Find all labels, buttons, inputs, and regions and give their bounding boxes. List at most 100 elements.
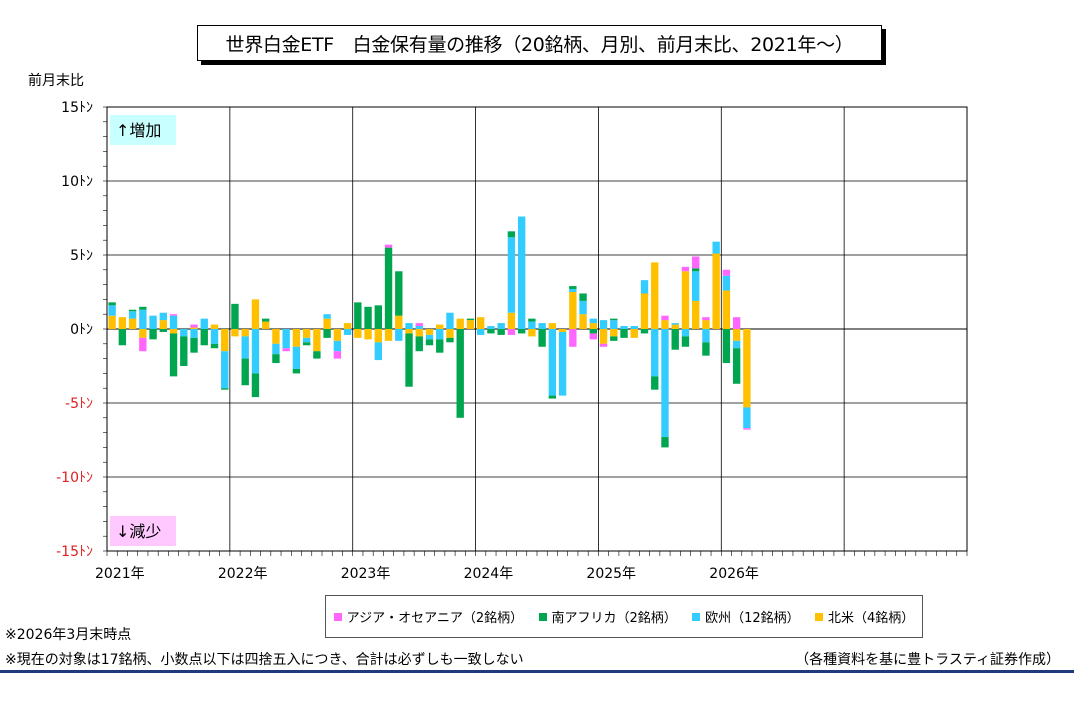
bar-north-america — [681, 271, 690, 329]
bar-south-africa — [251, 373, 260, 398]
y-axis-title: 前月末比 — [28, 73, 84, 89]
x-tick-label: 2021年 — [95, 566, 145, 582]
bar-north-america — [251, 299, 260, 329]
bar-europe — [681, 329, 690, 337]
bar-south-africa — [620, 329, 628, 338]
note-target: ※現在の対象は17銘柄、小数点以下は四捨五入につき、合計は必ずしも一致しない — [5, 652, 524, 668]
bar-europe — [569, 289, 577, 292]
legend-item-asia-oceania: アジア・オセアニア（2銘柄） — [333, 607, 524, 626]
bar-north-america — [241, 329, 249, 337]
bar-south-africa — [241, 358, 249, 386]
y-tick-label: 10ﾄﾝ — [61, 174, 93, 190]
bar-europe — [282, 329, 290, 349]
bar-south-africa — [302, 342, 311, 346]
bar-europe — [538, 323, 546, 329]
bar-north-america — [231, 329, 239, 337]
legend-swatch-south-africa — [538, 612, 547, 621]
bar-north-america — [343, 323, 352, 329]
legend-label-asia-oceania: アジア・オセアニア（2銘柄） — [346, 611, 524, 626]
bar-europe — [671, 323, 679, 325]
bar-europe — [374, 342, 382, 361]
bar-north-america — [384, 329, 393, 341]
bar-europe — [732, 340, 741, 349]
legend-label-north-america: 北米（4銘柄） — [828, 611, 915, 626]
bar-south-africa — [692, 268, 700, 272]
bar-south-africa — [200, 329, 208, 346]
bar-south-africa — [538, 329, 546, 347]
bar-south-africa — [292, 368, 301, 374]
bar-europe — [610, 320, 618, 329]
bar-south-africa — [548, 395, 557, 399]
bar-north-america — [139, 329, 147, 338]
bar-north-america — [558, 329, 567, 332]
bar-south-africa — [190, 337, 198, 353]
bar-europe — [651, 329, 659, 377]
bar-south-africa — [722, 329, 731, 364]
bar-europe — [169, 315, 178, 329]
y-tick-label: -15ﾄﾝ — [56, 544, 93, 560]
bar-north-america — [159, 320, 167, 329]
x-tick-label: 2023年 — [341, 566, 391, 582]
bar-south-africa — [507, 231, 516, 238]
bar-north-america — [436, 324, 444, 329]
bar-north-america — [108, 315, 116, 329]
bar-north-america — [671, 324, 679, 329]
bar-europe — [589, 318, 597, 324]
y-tick-label: 15ﾄﾝ — [61, 100, 93, 116]
y-tick-label: -10ﾄﾝ — [56, 470, 93, 486]
footer-rule — [0, 670, 1074, 673]
bar-north-america — [507, 312, 516, 329]
bar-south-africa — [118, 329, 127, 346]
bar-asia-oceania — [681, 266, 690, 272]
bar-europe — [210, 329, 219, 344]
bar-north-america — [732, 329, 741, 341]
bar-south-africa — [436, 339, 444, 353]
bar-north-america — [630, 329, 638, 338]
bar-south-africa — [640, 329, 649, 334]
bar-asia-oceania — [743, 428, 751, 430]
source-note: （各種資料を基に豊トラスティ証券作成） — [795, 652, 1060, 668]
bar-north-america — [651, 262, 659, 329]
bar-europe — [415, 326, 423, 329]
legend-item-north-america: 北米（4銘柄） — [815, 607, 914, 626]
bar-europe — [712, 241, 720, 254]
bar-asia-oceania — [732, 317, 741, 329]
bar-europe — [743, 407, 751, 429]
bar-north-america — [610, 329, 618, 337]
bar-north-america — [548, 323, 557, 329]
bar-asia-oceania — [589, 333, 597, 340]
bar-south-africa — [456, 329, 464, 418]
bar-europe — [405, 323, 413, 329]
note-as-of: ※2026年3月末時点 — [5, 627, 132, 643]
bar-south-africa — [262, 318, 270, 322]
bar-europe — [630, 326, 638, 329]
bar-north-america — [323, 318, 331, 329]
bar-south-africa — [128, 309, 137, 312]
bar-south-africa — [323, 329, 331, 338]
x-tick-label: 2026年 — [709, 566, 759, 582]
bar-europe — [722, 275, 731, 291]
bar-north-america — [169, 329, 178, 334]
bar-south-africa — [446, 337, 454, 343]
bar-south-africa — [374, 305, 382, 329]
bar-europe — [517, 216, 526, 329]
bar-europe — [190, 329, 198, 338]
bar-south-africa — [589, 329, 597, 334]
bar-north-america — [702, 320, 710, 329]
bar-south-africa — [497, 329, 505, 335]
bar-south-africa — [231, 303, 239, 329]
bar-south-africa — [702, 342, 710, 356]
x-tick-label: 2025年 — [586, 566, 636, 582]
bar-europe — [599, 320, 608, 329]
bar-south-africa — [364, 306, 372, 329]
bar-north-america — [272, 329, 280, 344]
bar-south-africa — [681, 336, 690, 347]
bar-south-africa — [425, 339, 434, 346]
bar-europe — [139, 309, 147, 329]
bar-north-america — [118, 317, 127, 329]
bar-europe — [661, 329, 669, 438]
bar-north-america — [221, 329, 229, 352]
bar-north-america — [446, 329, 454, 338]
bar-asia-oceania — [722, 269, 731, 276]
bar-south-africa — [354, 302, 362, 329]
